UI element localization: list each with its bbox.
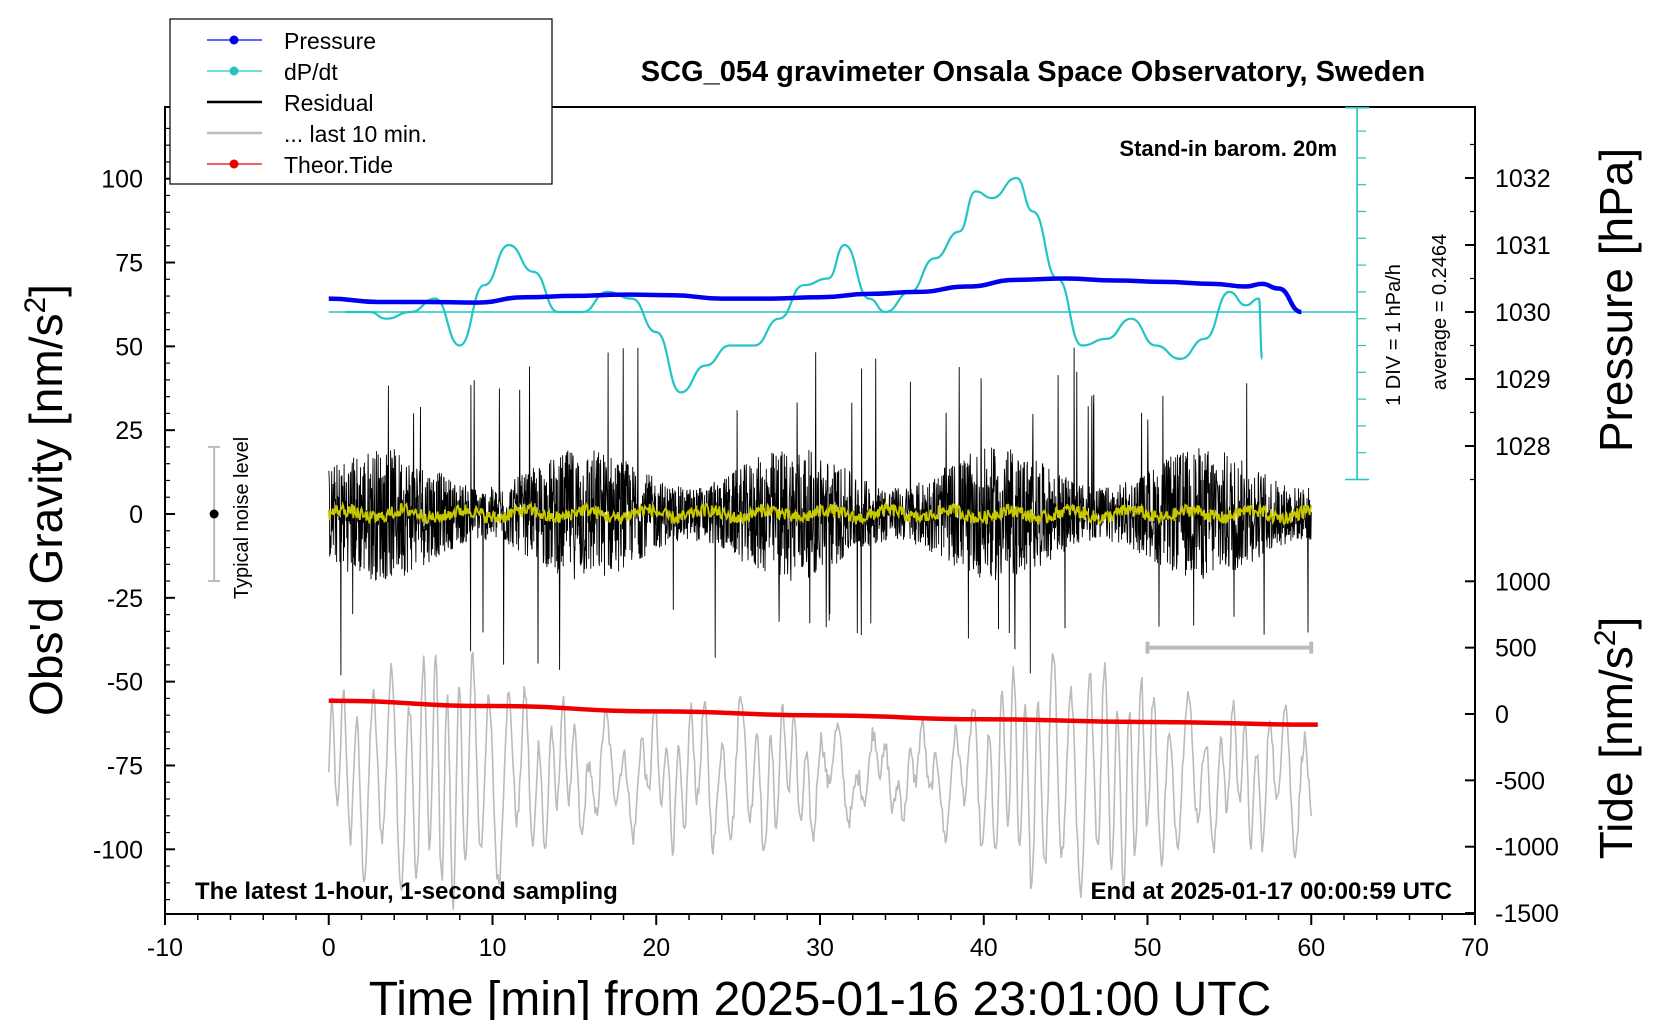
- legend: Pressure dP/dt Residual ... last 10 min. The…: [169, 18, 553, 185]
- legend-label: dP/dt: [284, 59, 338, 85]
- x-axis: -10 0 10 20 30 40 50 60 70: [147, 914, 1489, 962]
- gravity-tick-label: 25: [115, 417, 143, 445]
- gravity-tick-label: 0: [129, 501, 143, 529]
- tide-line: [328, 698, 1318, 727]
- chart-title: SCG_054 gravimeter Onsala Space Observat…: [641, 56, 1425, 88]
- x-tick-label: 10: [479, 934, 507, 962]
- series-group: [327, 176, 1358, 910]
- tide-tick-label: -500: [1495, 767, 1545, 795]
- noise-bar-center: [209, 509, 219, 519]
- x-axis-label: Time [min] from 2025-01-16 23:01:00 UTC: [369, 973, 1272, 1020]
- gravity-axis-label: Obs'd Gravity [nm/s2]: [19, 284, 72, 716]
- legend-swatch-dot: [229, 35, 239, 45]
- pressure-tick-label: 1028: [1495, 433, 1551, 461]
- x-tick-label: 60: [1297, 934, 1325, 962]
- pressure-tick-label: 1031: [1495, 232, 1551, 260]
- tide-tick-label: -1500: [1495, 900, 1559, 928]
- stand-in-barometer-note: Stand-in barom. 20m: [1119, 136, 1337, 161]
- end-time-note: End at 2025-01-17 00:00:59 UTC: [1091, 878, 1453, 905]
- tide-tick-label: 1000: [1495, 568, 1551, 596]
- dpdt-average-label: average = 0.2464: [1429, 234, 1451, 390]
- gravity-tick-label: -50: [107, 669, 143, 697]
- gravity-tick-label: -25: [107, 585, 143, 613]
- gravity-tick-label: -75: [107, 752, 143, 780]
- gravity-axis: 100 75 50 25 0 -25 -50 -75 -100: [93, 127, 175, 901]
- gravity-tick-label: -100: [93, 836, 143, 864]
- x-tick-label: 30: [806, 934, 834, 962]
- tide-axis-label: Tide [nm/s2]: [1589, 617, 1642, 860]
- pressure-axis: 1032 1031 1030 1029 1028: [1465, 143, 1551, 481]
- x-tick-label: 70: [1461, 934, 1489, 962]
- legend-label: Theor.Tide: [284, 152, 393, 178]
- tide-tick-label: 500: [1495, 635, 1537, 663]
- pressure-axis-label: Pressure [hPa]: [1590, 148, 1642, 452]
- residual-filtered-line: [327, 500, 1313, 527]
- tide-axis: 1000 500 0 -500 -1000 -1500: [1465, 568, 1559, 928]
- dpdt-line: [345, 176, 1264, 394]
- tide-tick-label: 0: [1495, 701, 1509, 729]
- legend-label: Residual: [284, 90, 374, 116]
- x-tick-label: 50: [1134, 934, 1162, 962]
- pressure-tick-label: 1030: [1495, 299, 1551, 327]
- legend-swatch-dot: [229, 66, 239, 76]
- gravity-tick-label: 100: [101, 166, 143, 194]
- legend-swatch-dot: [229, 159, 239, 169]
- gravity-tick-label: 50: [115, 333, 143, 361]
- x-tick-label: 40: [970, 934, 998, 962]
- last-10min-line: [328, 651, 1313, 910]
- pressure-tick-label: 1029: [1495, 366, 1551, 394]
- noise-level-label: Typical noise level: [231, 437, 253, 599]
- sampling-note: The latest 1-hour, 1-second sampling: [195, 878, 618, 905]
- x-tick-label: -10: [147, 934, 183, 962]
- gravity-tick-label: 75: [115, 250, 143, 278]
- pressure-tick-label: 1032: [1495, 165, 1551, 193]
- legend-label: ... last 10 min.: [284, 121, 427, 147]
- noise-level-bar: [208, 445, 221, 583]
- legend-label: Pressure: [284, 28, 376, 54]
- x-tick-label: 0: [322, 934, 336, 962]
- dpdt-scale-label: 1 DIV = 1 hPa/h: [1383, 264, 1405, 406]
- dpdt-scale-bar: [1345, 106, 1370, 481]
- pressure-line: [328, 276, 1302, 315]
- tide-tick-label: -1000: [1495, 834, 1559, 862]
- x-tick-label: 20: [642, 934, 670, 962]
